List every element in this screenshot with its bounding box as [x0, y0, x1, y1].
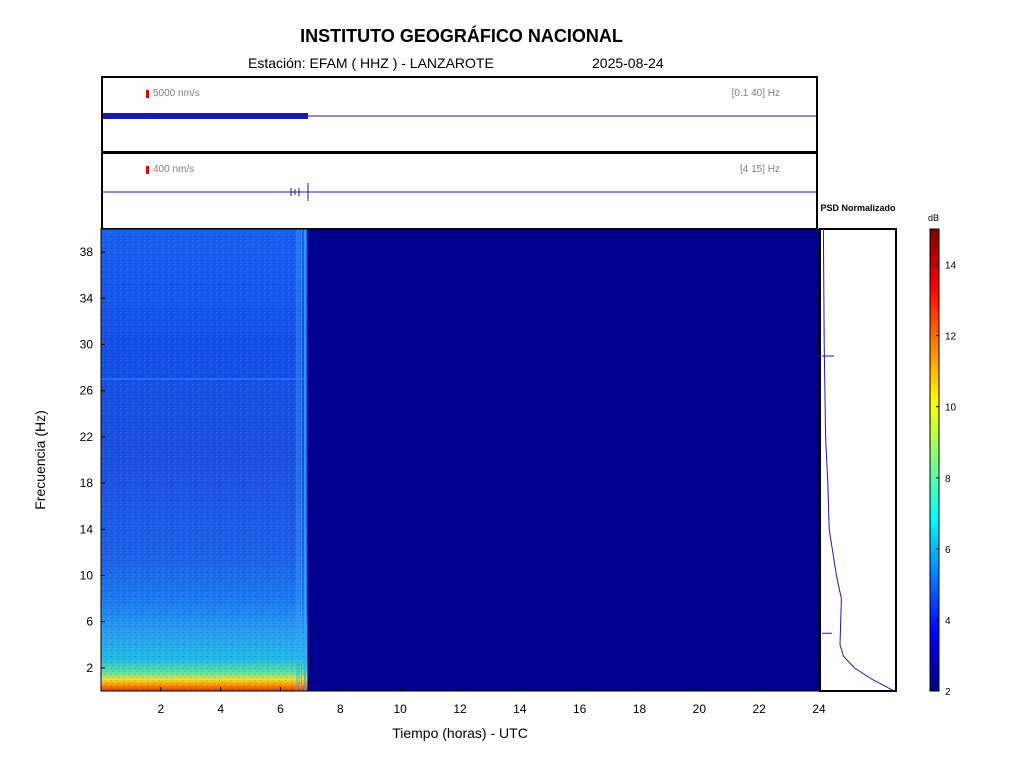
trace-panel-filtered: 400 nm/s [4 15] Hz: [101, 152, 818, 230]
y-tick-label: 2: [86, 661, 93, 675]
colorbar-tick-label: 14: [945, 261, 957, 272]
x-tick-label: 20: [693, 702, 707, 716]
x-tick-label: 16: [573, 702, 587, 716]
spectrogram-texture: [101, 229, 308, 691]
x-tick-label: 12: [453, 702, 467, 716]
amplitude-label: 5000 nm/s: [153, 88, 200, 99]
y-tick-label: 26: [80, 384, 94, 398]
y-tick-label: 38: [80, 245, 94, 259]
x-axis-label: Tiempo (horas) - UTC: [392, 725, 528, 741]
colorbar-tick-label: 4: [945, 616, 951, 627]
trace-waveform-broadband: [103, 113, 816, 119]
psd-title: PSD Normalizado: [820, 203, 896, 213]
y-axis-label: Frecuencia (Hz): [32, 410, 48, 510]
trace-panel-broadband: 5000 nm/s [0.1 40] Hz: [101, 76, 818, 153]
x-tick-label: 24: [812, 702, 826, 716]
y-tick-label: 14: [80, 522, 94, 536]
y-tick-label: 10: [80, 569, 94, 583]
amplitude-scale-bar: [146, 90, 149, 98]
colorbar-tick-label: 2: [945, 687, 951, 698]
trace-waveform-filtered: [103, 183, 816, 201]
colorbar-unit: dB: [928, 213, 940, 223]
x-tick-label: 4: [217, 702, 224, 716]
colorbar-tick-label: 10: [945, 403, 957, 414]
band-label: [0.1 40] Hz: [731, 88, 780, 99]
band-label: [4 15] Hz: [739, 164, 780, 175]
station-label: Estación: EFAM ( HHZ ) - LANZAROTE: [248, 55, 494, 71]
x-tick-label: 8: [337, 702, 344, 716]
y-tick-label: 22: [80, 430, 94, 444]
y-tick-label: 34: [80, 291, 94, 305]
date-label: 2025-08-24: [592, 55, 664, 71]
y-tick-label: 6: [86, 615, 93, 629]
x-tick-label: 2: [157, 702, 164, 716]
x-tick-label: 22: [752, 702, 766, 716]
x-tick-label: 18: [633, 702, 647, 716]
y-tick-label: 18: [80, 476, 94, 490]
colorbar: [929, 228, 940, 692]
colorbar-tick-label: 8: [945, 474, 951, 485]
chart-title: INSTITUTO GEOGRÁFICO NACIONAL: [300, 26, 623, 46]
colorbar-tick-label: 6: [945, 545, 951, 556]
y-tick-label: 30: [80, 338, 94, 352]
x-tick-label: 6: [277, 702, 284, 716]
amplitude-label: 400 nm/s: [153, 164, 195, 175]
x-tick-label: 14: [513, 702, 527, 716]
psd-curve: [822, 228, 895, 692]
psd-panel: [819, 228, 897, 692]
amplitude-scale-bar: [146, 166, 149, 174]
x-tick-label: 10: [393, 702, 407, 716]
colorbar-tick-label: 12: [945, 332, 957, 343]
trace-signal: [103, 113, 308, 119]
